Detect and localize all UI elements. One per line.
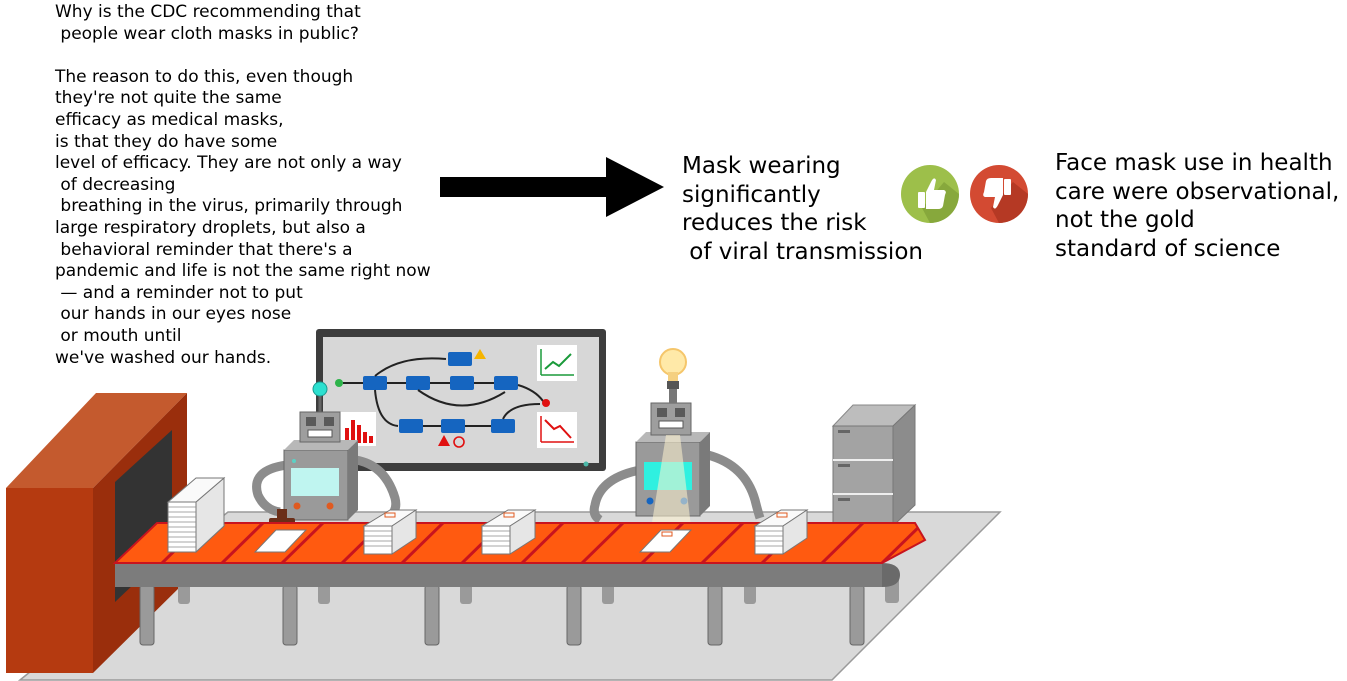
thumbs-down-button[interactable] [969, 164, 1029, 224]
counter-line: not the gold [1055, 207, 1195, 234]
answer-line: — and a reminder not to put [55, 282, 303, 303]
claim-line: Mask wearing [682, 153, 841, 179]
robot-with-stamp [252, 381, 401, 524]
claim-text: Mask wearing significantly reduces the r… [682, 152, 942, 266]
answer-line: behavioral reminder that there's a [55, 239, 353, 260]
question-heading-line: people wear cloth masks in public? [55, 23, 359, 44]
scanner-arch [6, 393, 187, 673]
question-heading-line: Why is the CDC recommending that [55, 2, 361, 22]
single-sheet [253, 529, 308, 553]
answer-line: is that they do have some [55, 131, 278, 152]
counter-line: standard of science [1055, 235, 1281, 262]
answer-line: we've washed our hands. [55, 347, 272, 368]
right-arrow-icon [440, 157, 664, 217]
answer-line: or mouth until [55, 325, 182, 346]
claim-line: of viral transmission [682, 238, 923, 265]
answer-line: large respiratory droplets, but also a [55, 217, 366, 238]
thumbs-up-button[interactable] [900, 164, 960, 224]
counter-argument-text: Face mask use in health care were observ… [1055, 149, 1347, 263]
counter-line: Face mask use in health [1055, 150, 1333, 176]
thumbs-up-icon [901, 165, 959, 223]
answer-line: efficacy as medical masks, [55, 109, 284, 130]
answer-line: level of efficacy. They are not only a w… [55, 153, 402, 174]
stamped-paper-stack [362, 509, 418, 555]
answer-line: pandemic and life is not the same right … [55, 261, 431, 282]
paper-stack [166, 476, 226, 554]
workflow-diagram [335, 349, 550, 448]
claim-line: reduces the risk [682, 210, 867, 237]
filing-cabinet [831, 403, 917, 528]
thumbs-down-icon [970, 165, 1028, 223]
answer-line: of decreasing [55, 174, 176, 195]
stamped-paper-stack [480, 509, 537, 555]
counter-line: care were observational, [1055, 178, 1340, 205]
monitor-board [316, 329, 606, 471]
robot-assembly-line-illustration [6, 329, 1002, 681]
claim-line: significantly [682, 181, 821, 208]
answer-line: The reason to do this, even though [55, 66, 354, 87]
stamped-paper-stack [753, 509, 809, 555]
robot-with-lightbulb [589, 348, 765, 535]
answer-line: our hands in our eyes nose [55, 304, 292, 325]
answer-line: breathing in the virus, primarily throug… [55, 196, 403, 217]
trend-up-chart-icon [537, 345, 577, 381]
scanned-sheet [638, 529, 693, 553]
answer-line: they're not quite the same [55, 88, 282, 109]
question-text: Why is the CDC recommending that people … [55, 2, 475, 369]
trend-down-chart-icon [537, 412, 577, 448]
